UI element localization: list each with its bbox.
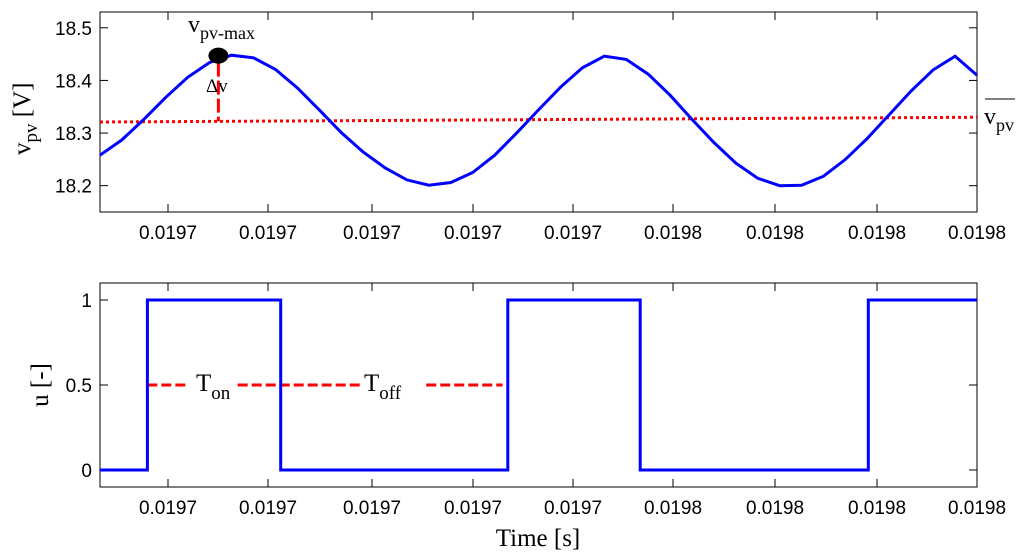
y-tick-label: 18.2	[55, 177, 92, 198]
y-tick-label: 18.5	[55, 19, 92, 40]
x-tick-label: 0.0198	[948, 223, 1006, 244]
x-tick-label: 0.0198	[746, 498, 804, 519]
voltage-x-ticks: 0.0197 0.0197 0.0197 0.0197 0.0197 0.0198 0.01…	[139, 12, 1006, 244]
voltage-y-axis-label: vpv [V]	[9, 83, 42, 155]
voltage-y-ticks: 18.2 18.3 18.4 18.5	[55, 19, 977, 198]
x-tick-label: 0.0197	[444, 223, 502, 244]
switch-y-axis-label: u [-]	[27, 363, 54, 407]
x-tick-label: 0.0197	[239, 498, 297, 519]
y-tick-label: 0	[81, 461, 92, 482]
x-axis-label: Time [s]	[496, 525, 581, 552]
mean-voltage-label: vpv	[984, 104, 1014, 135]
y-tick-label: 18.3	[55, 124, 92, 145]
x-tick-label: 0.0197	[343, 498, 401, 519]
voltage-series-line	[99, 53, 978, 188]
max-voltage-point	[208, 47, 229, 64]
x-tick-label: 0.0197	[444, 498, 502, 519]
x-tick-label: 0.0198	[644, 223, 702, 244]
t-on-label: Ton	[196, 370, 231, 404]
y-tick-label: 18.4	[55, 71, 92, 92]
voltage-plot: 18.218.318.418.5 0.0197 0.0197 0.0197 0.019…	[9, 11, 1015, 244]
x-tick-label: 0.0197	[544, 223, 602, 244]
switch-plot-frame	[99, 282, 978, 488]
x-tick-label: 0.0197	[139, 498, 197, 519]
max-voltage-label: vpv-max	[188, 12, 255, 43]
x-tick-label: 0.0198	[746, 223, 804, 244]
x-tick-label: 0.0197	[343, 223, 401, 244]
x-tick-label: 0.0197	[544, 498, 602, 519]
mean-voltage-line	[99, 115, 978, 124]
x-tick-label: 0.0198	[848, 498, 906, 519]
y-tick-label: 0.5	[66, 376, 92, 397]
switch-plot: 00.51 0.0197 0.0197 0.0197 0.0197 0.0197 0.01…	[27, 282, 1006, 552]
x-tick-label: 0.0197	[139, 223, 197, 244]
x-tick-label: 0.0198	[644, 498, 702, 519]
switch-series-line	[100, 298, 977, 472]
switch-x-ticks: 0.0197 0.0197 0.0197 0.0197 0.0197 0.0198 0.01…	[139, 283, 1006, 519]
x-tick-label: 0.0198	[948, 498, 1006, 519]
y-tick-label: 1	[81, 291, 92, 312]
x-tick-label: 0.0197	[239, 223, 297, 244]
x-tick-label: 0.0198	[848, 223, 906, 244]
t-off-label: Toff	[364, 370, 402, 404]
switch-y-ticks: 00.51	[66, 291, 977, 482]
delta-v-label: Δv	[206, 76, 228, 97]
